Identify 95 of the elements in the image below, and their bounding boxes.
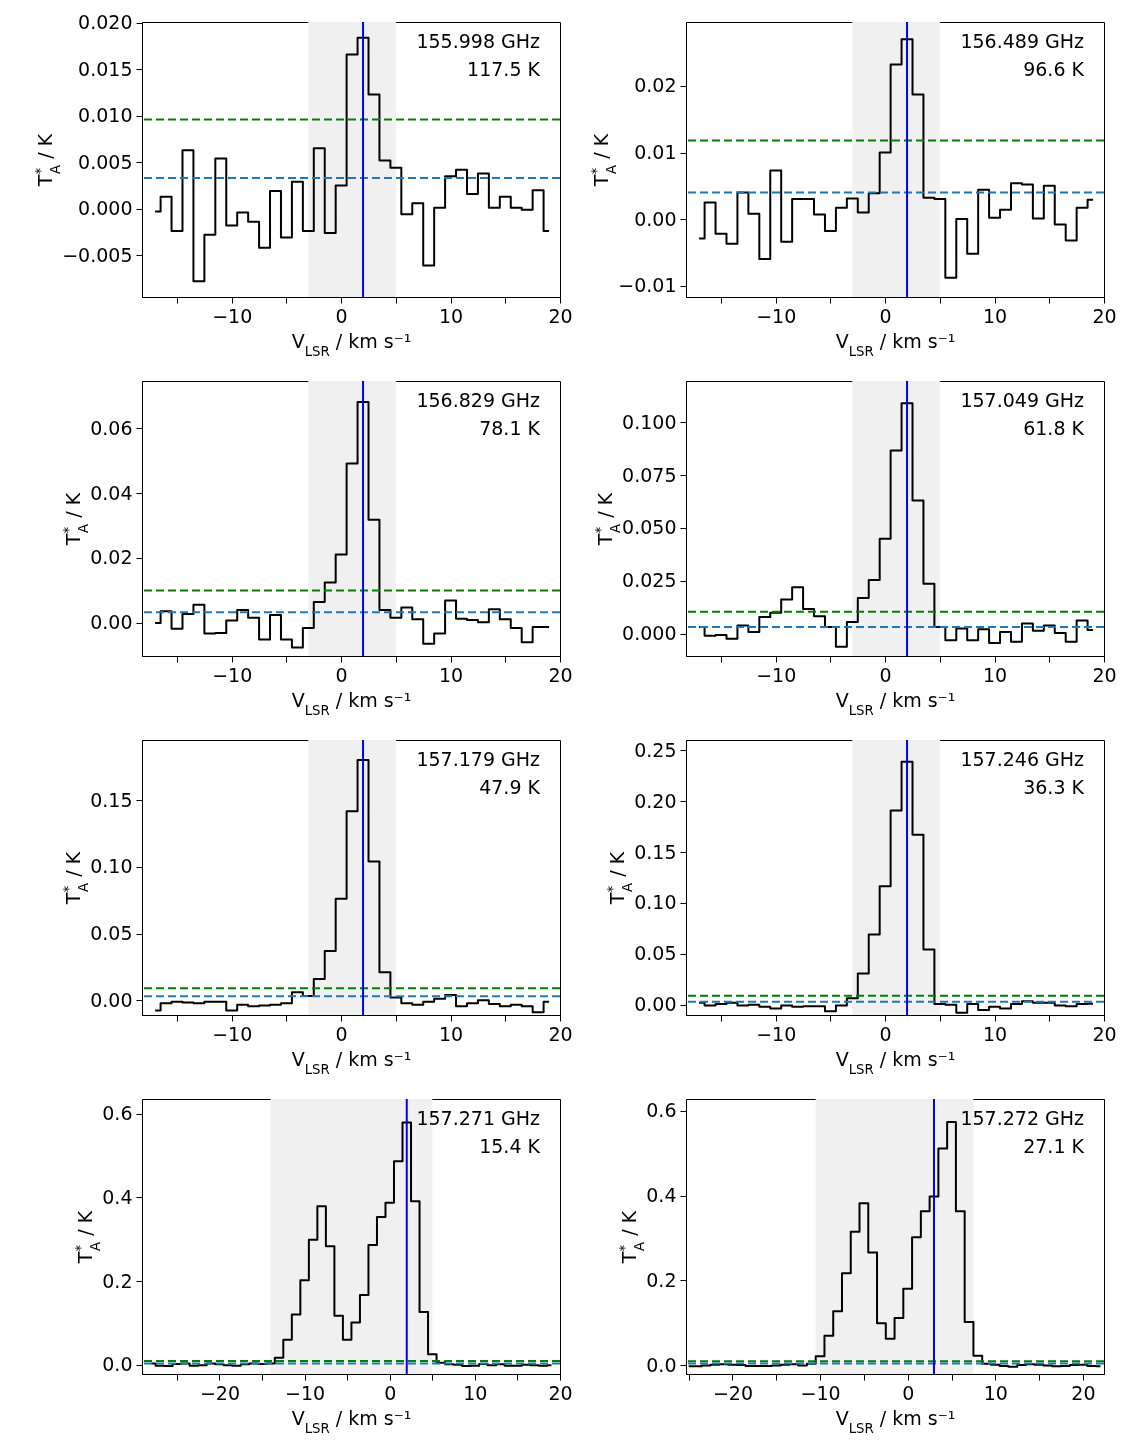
annotation: 36.3 K xyxy=(1023,776,1085,798)
x-tick-label: 20 xyxy=(548,304,573,327)
x-tick-label: 20 xyxy=(548,663,573,686)
x-tick-label: 20 xyxy=(1092,1022,1117,1045)
annotation: 157.271 GHz xyxy=(416,1107,541,1129)
x-tick-label: −20 xyxy=(712,1381,753,1404)
y-tick-label: 0.15 xyxy=(90,788,133,811)
x-tick-label: 0 xyxy=(879,304,892,327)
x-tick-label: −10 xyxy=(756,304,797,327)
y-tick-label: 0.15 xyxy=(634,840,677,863)
y-tick-label: 0.015 xyxy=(78,57,133,80)
x-tick-label: −20 xyxy=(199,1381,241,1404)
y-tick-label: 0.6 xyxy=(102,1102,133,1125)
x-tick-label: 10 xyxy=(982,663,1008,686)
annotation: 15.4 K xyxy=(479,1135,541,1157)
x-tick-label: 10 xyxy=(438,1022,464,1045)
y-tick-label: 0.020 xyxy=(78,11,133,34)
annotation: 157.049 GHz xyxy=(960,389,1085,411)
y-tick-label: 0.02 xyxy=(90,546,133,569)
y-tick-label: −0.01 xyxy=(618,274,677,297)
x-tick-label: −10 xyxy=(800,1381,841,1404)
y-tick-label: 0.0 xyxy=(102,1353,133,1376)
x-tick-label: 10 xyxy=(463,1381,488,1404)
x-tick-label: 10 xyxy=(983,1381,1008,1404)
y-tick-label: 0.005 xyxy=(78,150,133,173)
y-tick-label: −0.005 xyxy=(62,243,133,266)
x-axis-title: V$_{LSR}$ / km s⁻¹ xyxy=(291,1047,412,1076)
x-tick-label: 10 xyxy=(438,304,464,327)
x-tick-label: 10 xyxy=(982,1022,1008,1045)
x-tick-label: 0 xyxy=(879,663,892,686)
y-tick-label: 0.4 xyxy=(102,1185,133,1208)
y-tick-label: 0.00 xyxy=(90,988,133,1011)
x-tick-label: 10 xyxy=(982,304,1008,327)
x-axis-title: V$_{LSR}$ / km s⁻¹ xyxy=(291,1406,412,1435)
x-axis-title: V$_{LSR}$ / km s⁻¹ xyxy=(291,329,412,358)
x-tick-label: 20 xyxy=(548,1022,573,1045)
y-tick-label: 0.05 xyxy=(90,922,133,945)
y-tick-label: 0.20 xyxy=(634,789,677,812)
y-tick-label: 0.00 xyxy=(634,207,677,230)
y-tick-label: 0.000 xyxy=(622,622,677,645)
y-tick-label: 0.100 xyxy=(622,410,677,433)
x-tick-label: −10 xyxy=(212,304,253,327)
annotation: 47.9 K xyxy=(479,776,541,798)
x-tick-label: 20 xyxy=(1092,304,1117,327)
annotation: 157.272 GHz xyxy=(960,1107,1085,1129)
annotation: 156.829 GHz xyxy=(416,389,541,411)
y-tick-label: 0.00 xyxy=(634,993,677,1016)
x-tick-label: 0 xyxy=(335,304,348,327)
y-tick-label: 0.0 xyxy=(646,1353,677,1376)
x-tick-label: −10 xyxy=(212,1022,253,1045)
y-tick-label: 0.04 xyxy=(90,481,133,504)
x-tick-label: 10 xyxy=(438,663,464,686)
x-tick-label: −10 xyxy=(756,1022,797,1045)
x-axis-title: V$_{LSR}$ / km s⁻¹ xyxy=(835,329,956,358)
y-tick-label: 0.010 xyxy=(78,104,133,127)
x-axis-title: V$_{LSR}$ / km s⁻¹ xyxy=(291,688,412,717)
y-tick-label: 0.4 xyxy=(646,1184,677,1207)
x-tick-label: 0 xyxy=(335,1022,348,1045)
x-tick-label: −10 xyxy=(285,1381,326,1404)
annotation: 27.1 K xyxy=(1023,1135,1085,1157)
x-axis-title: V$_{LSR}$ / km s⁻¹ xyxy=(835,688,956,717)
y-tick-label: 0.10 xyxy=(634,891,677,914)
annotation: 155.998 GHz xyxy=(416,30,541,52)
y-tick-label: 0.25 xyxy=(634,738,677,761)
y-tick-label: 0.06 xyxy=(90,416,133,439)
y-tick-label: 0.01 xyxy=(634,141,677,164)
annotation: 157.246 GHz xyxy=(960,748,1085,770)
y-tick-label: 0.2 xyxy=(102,1269,133,1292)
y-tick-label: 0.10 xyxy=(90,855,133,878)
x-tick-label: 20 xyxy=(1071,1381,1096,1404)
annotation: 157.179 GHz xyxy=(416,748,541,770)
x-tick-label: 0 xyxy=(902,1381,915,1404)
y-tick-label: 0.02 xyxy=(634,74,677,97)
x-tick-label: 0 xyxy=(879,1022,892,1045)
y-tick-label: 0.025 xyxy=(622,569,677,592)
x-tick-label: 0 xyxy=(384,1381,397,1404)
x-axis-title: V$_{LSR}$ / km s⁻¹ xyxy=(835,1047,956,1076)
x-axis-title: V$_{LSR}$ / km s⁻¹ xyxy=(835,1406,956,1435)
y-tick-label: 0.050 xyxy=(622,516,677,539)
y-tick-label: 0.05 xyxy=(634,942,677,965)
x-tick-label: 20 xyxy=(1092,663,1117,686)
y-tick-label: 0.075 xyxy=(622,463,677,486)
x-tick-label: −10 xyxy=(756,663,797,686)
x-tick-label: −10 xyxy=(212,663,253,686)
y-tick-label: 0.00 xyxy=(90,611,133,634)
y-tick-label: 0.2 xyxy=(646,1268,677,1291)
x-tick-label: 20 xyxy=(548,1381,573,1404)
annotation: 78.1 K xyxy=(479,417,541,439)
annotation: 117.5 K xyxy=(467,58,541,80)
y-tick-label: 0.6 xyxy=(646,1099,677,1122)
annotation: 156.489 GHz xyxy=(960,30,1085,52)
x-tick-label: 0 xyxy=(335,663,348,686)
y-tick-label: 0.000 xyxy=(78,197,133,220)
annotation: 96.6 K xyxy=(1023,58,1085,80)
annotation: 61.8 K xyxy=(1023,417,1085,439)
